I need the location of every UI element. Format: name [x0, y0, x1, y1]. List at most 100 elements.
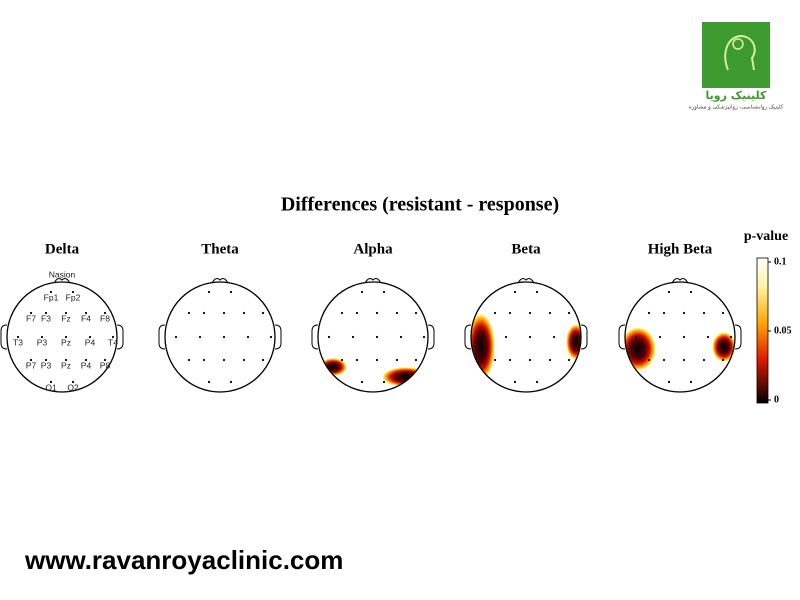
electrode — [207, 290, 211, 294]
electrode — [375, 358, 379, 362]
electrode — [528, 358, 532, 362]
colorbar-label: p-value — [744, 229, 788, 244]
colorbar-tick-label: 0 — [774, 394, 779, 405]
ear — [311, 324, 319, 350]
electrode — [575, 335, 579, 339]
electrode — [493, 311, 497, 315]
electrode — [422, 335, 426, 339]
electrode — [29, 311, 33, 315]
electrode — [207, 380, 211, 384]
nose — [53, 278, 71, 284]
hotspot — [566, 324, 581, 360]
electrode — [535, 380, 539, 384]
head — [164, 281, 276, 393]
logo-box — [702, 22, 770, 88]
electrode — [513, 380, 517, 384]
electrode — [504, 335, 508, 339]
electrode-label: T3 — [13, 337, 23, 347]
electrode — [111, 335, 115, 339]
electrode — [360, 290, 364, 294]
electrode — [634, 335, 638, 339]
electrode-label: P3 — [37, 337, 48, 347]
electrode — [49, 290, 53, 294]
hotspot — [382, 367, 428, 387]
electrode-label: O1 — [45, 382, 57, 392]
electrode — [399, 335, 403, 339]
electrode — [395, 358, 399, 362]
electrode — [242, 358, 246, 362]
electrode-label: T4 — [108, 337, 118, 347]
head — [317, 281, 429, 393]
electrode — [84, 311, 88, 315]
electrode — [40, 335, 44, 339]
electrode — [662, 358, 666, 362]
head — [624, 281, 736, 393]
electrode — [88, 335, 92, 339]
panel-title: Alpha — [353, 241, 393, 257]
electrode — [414, 358, 418, 362]
electrode — [198, 335, 202, 339]
electrode — [103, 311, 107, 315]
logo-icon — [732, 38, 744, 50]
electrode — [682, 311, 686, 315]
nose — [211, 278, 229, 284]
electrode — [689, 380, 693, 384]
electrode — [721, 311, 725, 315]
electrode — [667, 380, 671, 384]
electrode-label: Nasion — [49, 269, 76, 279]
electrode — [29, 358, 33, 362]
electrode — [103, 358, 107, 362]
electrode — [222, 358, 226, 362]
electrode — [44, 358, 48, 362]
panel-title: Beta — [511, 241, 541, 257]
electrode — [682, 358, 686, 362]
electrode — [71, 380, 75, 384]
electrode — [528, 311, 532, 315]
electrode — [246, 335, 250, 339]
electrode — [222, 335, 226, 339]
electrode — [269, 335, 273, 339]
electrode — [64, 335, 68, 339]
electrode-label: P4 — [81, 360, 92, 370]
electrode — [327, 335, 331, 339]
electrode — [658, 335, 662, 339]
electrode — [689, 290, 693, 294]
electrode — [44, 311, 48, 315]
electrode — [552, 335, 556, 339]
ear — [116, 324, 124, 350]
electrode-label: P7 — [26, 360, 37, 370]
hotspots — [625, 327, 735, 371]
ear — [734, 324, 742, 350]
hotspot — [471, 313, 495, 381]
electrode — [548, 358, 552, 362]
electrode — [71, 290, 75, 294]
website: www.ravanroyaclinic.com — [24, 545, 343, 575]
electrode — [493, 358, 497, 362]
electrode-label: Fp1 — [44, 292, 59, 302]
colorbar — [756, 257, 769, 404]
electrode — [567, 358, 571, 362]
electrode — [729, 335, 733, 339]
electrode — [382, 380, 386, 384]
electrode — [706, 335, 710, 339]
electrode — [187, 358, 191, 362]
electrode — [84, 358, 88, 362]
ear — [580, 324, 588, 350]
electrode — [261, 358, 265, 362]
electrode-label: Fp2 — [66, 292, 81, 302]
ear — [0, 324, 8, 350]
electrode — [16, 335, 20, 339]
electrode — [49, 380, 53, 384]
ear — [274, 324, 282, 350]
nose — [517, 278, 535, 284]
electrode — [414, 311, 418, 315]
electrode-label: O2 — [67, 382, 79, 392]
nose — [671, 278, 689, 284]
electrode-label: Fz — [61, 313, 70, 323]
electrode — [261, 311, 265, 315]
electrode-label: P8 — [100, 360, 111, 370]
hotspots — [471, 313, 581, 381]
electrode-label: P3 — [41, 360, 52, 370]
electrode — [702, 311, 706, 315]
